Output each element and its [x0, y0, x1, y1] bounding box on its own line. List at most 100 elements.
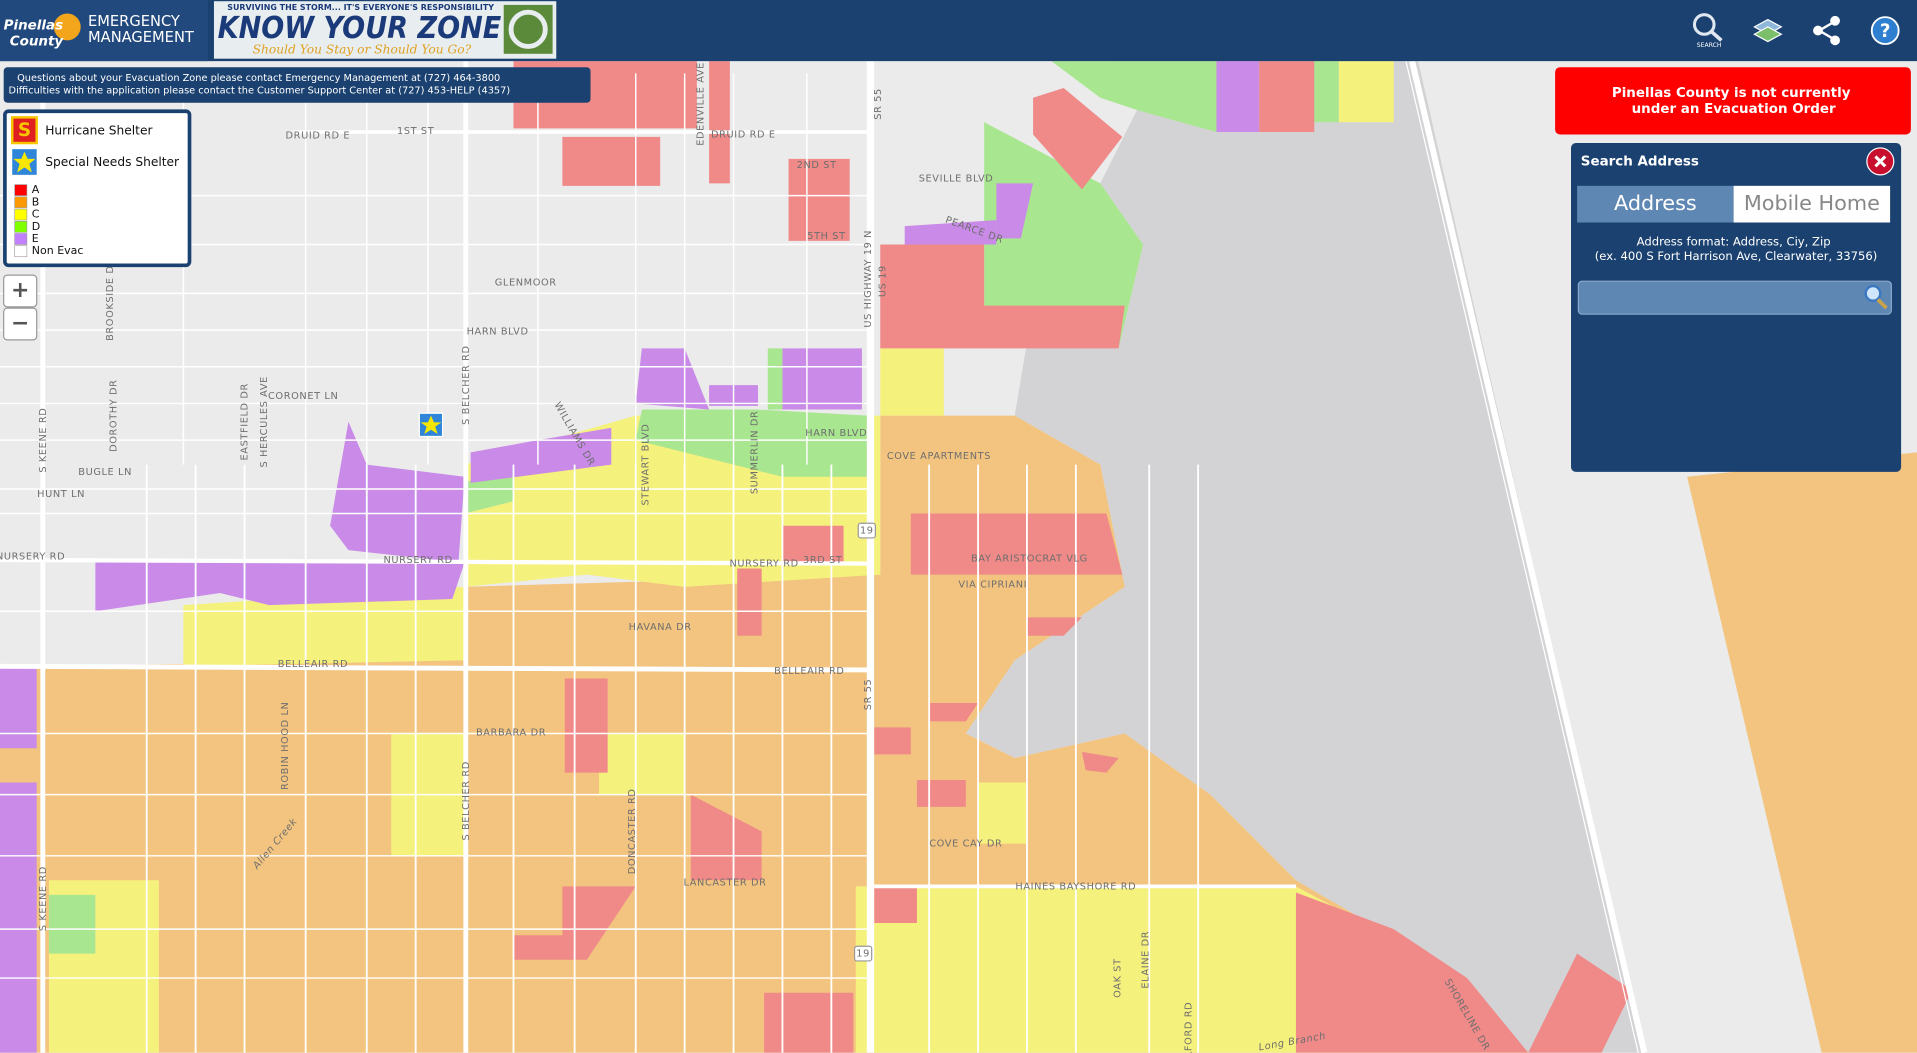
zone-c — [599, 733, 685, 795]
share-icon — [1830, 35, 1840, 46]
zone-d — [984, 122, 1144, 349]
water — [965, 61, 1645, 1053]
zone-c — [978, 782, 1027, 844]
zone-a — [1259, 61, 1315, 133]
banner-title: KNOW YOUR ZONE — [218, 11, 502, 46]
zone-e — [330, 421, 465, 563]
street-label: S KEENE RD — [38, 866, 49, 931]
zone-d — [1051, 61, 1217, 133]
legend — [3, 109, 192, 268]
search-icon — [1692, 13, 1716, 36]
address-input[interactable] — [1577, 280, 1892, 315]
search-submit[interactable] — [1864, 284, 1888, 310]
road-shield — [857, 522, 876, 539]
help-icon — [1870, 16, 1900, 45]
layers-button[interactable] — [1753, 18, 1783, 43]
street-label: 5TH ST — [807, 231, 845, 242]
street-label: 1ST ST — [397, 126, 434, 137]
legend-label: Hurricane Shelter — [45, 123, 153, 137]
street-label: DOROTHY DR — [109, 379, 120, 451]
street-label: DRUID RD E — [711, 129, 776, 140]
street-label: BUGLE LN — [78, 467, 132, 478]
zone-a — [874, 727, 911, 755]
zoom-out[interactable] — [3, 307, 38, 341]
zone-swatch — [14, 233, 28, 245]
zone-a — [1026, 617, 1082, 636]
zone-e — [470, 427, 612, 483]
street-label: BARBARA DR — [476, 727, 546, 738]
alert-text: under an Evacuation Order — [1632, 102, 1836, 117]
road — [0, 663, 871, 673]
road-shield-label: 19 — [860, 526, 874, 537]
street-label: 3RD ST — [803, 555, 842, 566]
zone-e — [1216, 61, 1260, 133]
logo-sun — [53, 13, 81, 41]
info-text: Questions about your Evacuation Zone ple… — [17, 73, 500, 84]
street-label: SUMMERLIN DR — [749, 411, 760, 495]
zone-a — [737, 568, 762, 636]
special-needs-icon — [13, 151, 36, 173]
zone-a — [880, 244, 1125, 349]
zone-swatch — [14, 184, 28, 196]
zone-e — [635, 348, 710, 410]
ui: Pinellas County EMERGENCY MANAGEMENT SUR… — [0, 0, 1917, 472]
zone-e — [782, 348, 862, 410]
zone-a — [874, 886, 917, 924]
street-label: COVE APARTMENTS — [887, 451, 991, 462]
zone-a — [1528, 953, 1633, 1053]
street-label: S BELCHER RD — [461, 761, 472, 840]
search-submit-icon — [1876, 298, 1888, 310]
help-icon-text: ? — [1880, 21, 1891, 42]
zone-a — [782, 525, 844, 563]
format-hint: (ex. 400 S Fort Harrison Ave, Clearwater… — [1595, 249, 1878, 263]
street-label: BAY ARISTOCRAT VLG — [971, 554, 1088, 565]
help-button[interactable]: ? — [1870, 16, 1900, 45]
zone-b — [1687, 452, 1917, 1053]
street-label: S HERCULES AVE — [259, 376, 270, 467]
zone-label: B — [32, 195, 40, 208]
street-label: HARN BLVD — [467, 326, 529, 337]
zone-label: C — [32, 208, 40, 221]
alert-banner — [1555, 67, 1911, 135]
search-label: SEARCH — [1697, 42, 1722, 49]
search-button[interactable]: SEARCH — [1692, 13, 1723, 50]
road-shield-label: 19 — [856, 949, 870, 960]
street-label: 2ND ST — [797, 160, 837, 171]
close-icon — [1874, 155, 1887, 168]
zone-label: D — [32, 220, 40, 233]
street-label: BROOKSIDE DR — [105, 258, 116, 341]
zone-d — [635, 409, 869, 477]
street-label: DONCASTER RD — [627, 788, 638, 874]
tab-mobile-home[interactable] — [1733, 185, 1891, 223]
zoom-in[interactable] — [3, 274, 38, 308]
banner-subtitle: Should You Stay or Should You Go? — [253, 43, 472, 57]
street-label: DRUID RD E — [286, 131, 351, 142]
info-box — [3, 67, 591, 103]
zone-swatch — [14, 220, 28, 233]
zone-a — [1081, 751, 1119, 773]
zone-c — [880, 348, 944, 416]
close-button[interactable] — [1866, 147, 1895, 176]
street-label: US 19 — [878, 265, 889, 297]
zone-a — [910, 513, 1123, 575]
street-label: LANCASTER DR — [683, 878, 766, 889]
street-label: NURSERY RD — [0, 551, 65, 562]
zone-a — [690, 794, 762, 881]
hurricane-shelter-icon — [11, 116, 38, 145]
info-text: Difficulties with the application please… — [9, 85, 511, 96]
zone-d — [767, 348, 783, 410]
street-label: HAVANA DR — [629, 622, 692, 633]
street-label: VIA CIPRIANI — [958, 579, 1027, 590]
zone-d — [1314, 61, 1339, 123]
road-shield — [853, 945, 873, 962]
street-label: ROBIN HOOD LN — [280, 702, 291, 790]
street-label: EASTFIELD DR — [240, 383, 251, 460]
street-label: BELLEAIR RD — [774, 666, 844, 677]
tab-address[interactable] — [1577, 185, 1734, 223]
zone-a — [929, 702, 979, 722]
zone-a — [1033, 88, 1123, 190]
banner — [213, 1, 557, 59]
share-button[interactable] — [1813, 15, 1840, 46]
